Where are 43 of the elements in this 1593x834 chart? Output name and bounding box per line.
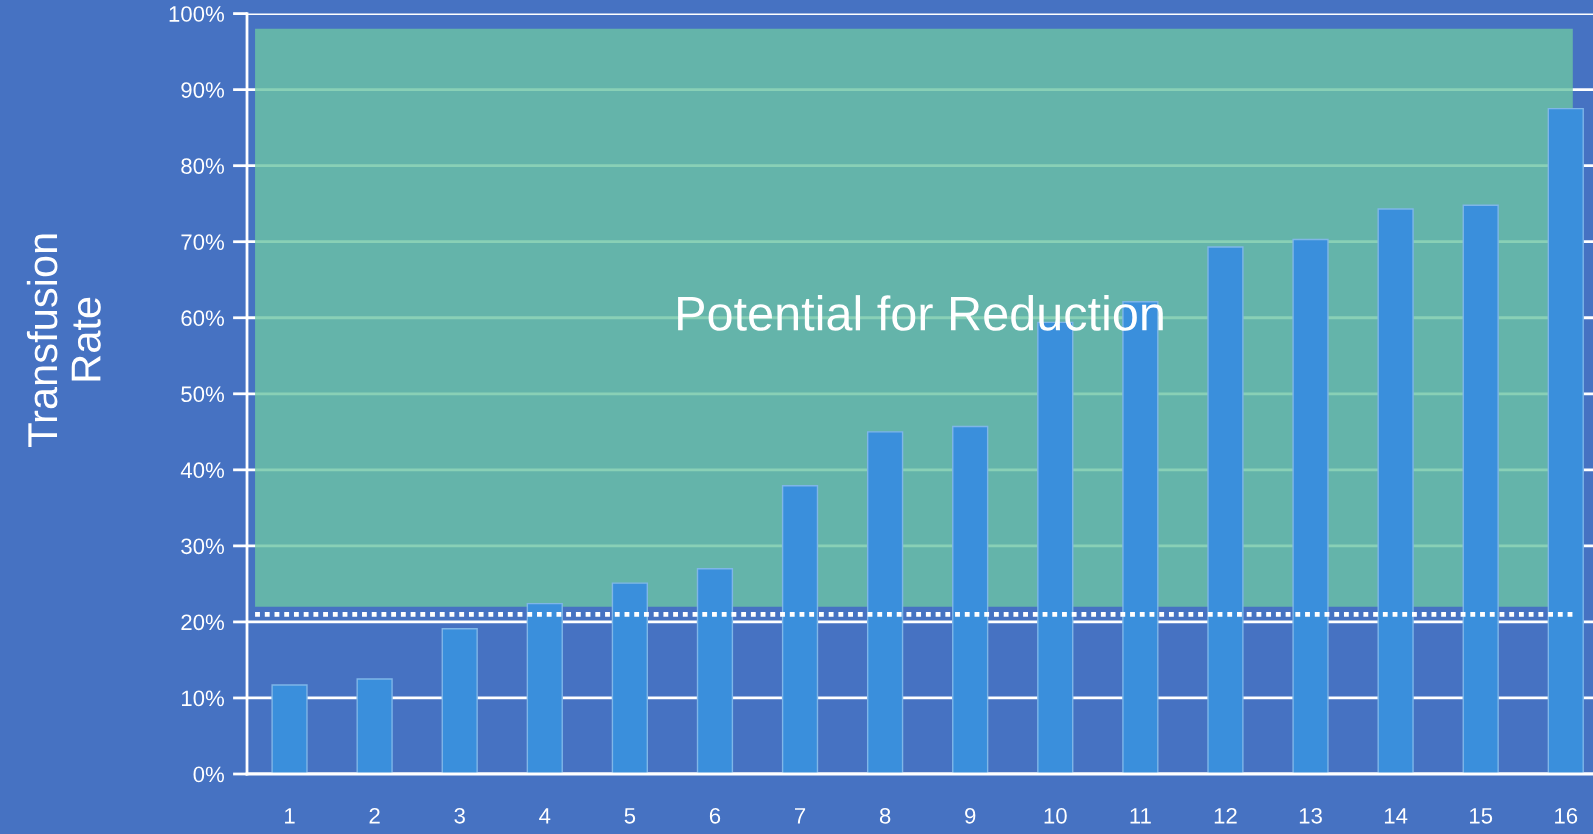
x-tick-label: 2 — [369, 807, 380, 824]
y-tick-label: 80% — [181, 158, 224, 174]
x-tick-label: 1 — [285, 808, 295, 824]
bar — [1292, 238, 1329, 774]
x-tick-label: 10 — [1044, 807, 1067, 824]
x-tick-label: 13 — [1299, 807, 1322, 824]
bar — [611, 582, 649, 774]
x-tick-label: 3 — [454, 807, 465, 824]
x-tick-label: 12 — [1214, 807, 1237, 824]
bar — [866, 431, 904, 774]
x-tick-label: 15 — [1470, 808, 1493, 824]
y-tick-label: 60% — [181, 310, 224, 327]
bar — [1207, 246, 1244, 774]
bar — [526, 602, 563, 774]
y-tick-label: 70% — [181, 234, 224, 250]
x-tick-label: 9 — [965, 807, 976, 824]
y-tick-label: 20% — [181, 614, 224, 631]
bar — [1547, 107, 1584, 774]
x-tick-label: 11 — [1130, 808, 1151, 824]
bar — [271, 684, 308, 774]
bar — [356, 678, 393, 774]
bar — [781, 485, 819, 774]
y-tick-label: 40% — [180, 462, 224, 479]
y-tick-label: 50% — [181, 386, 224, 403]
y-tick-label: 10% — [182, 690, 224, 707]
bar — [696, 567, 734, 774]
y-tick-label: 90% — [181, 82, 224, 98]
y-tick-label: 100% — [169, 6, 224, 22]
x-tick-label: 6 — [709, 807, 721, 824]
x-tick-label: 5 — [624, 808, 636, 824]
y-tick-label: 30% — [181, 538, 224, 555]
y-tick-label: 0% — [193, 766, 224, 783]
x-tick-label: 16 — [1555, 807, 1578, 824]
bar — [952, 425, 989, 774]
x-tick-label: 8 — [879, 807, 891, 824]
bar — [441, 628, 478, 774]
band-label: Potential for Reduction — [678, 295, 1163, 331]
bar — [1377, 208, 1414, 774]
x-tick-label: 7 — [794, 808, 806, 824]
x-tick-label: 4 — [539, 808, 551, 824]
x-tick-label: 14 — [1384, 808, 1408, 824]
bar — [1462, 204, 1499, 774]
y-axis-title: Transfusion Rate — [26, 234, 101, 447]
